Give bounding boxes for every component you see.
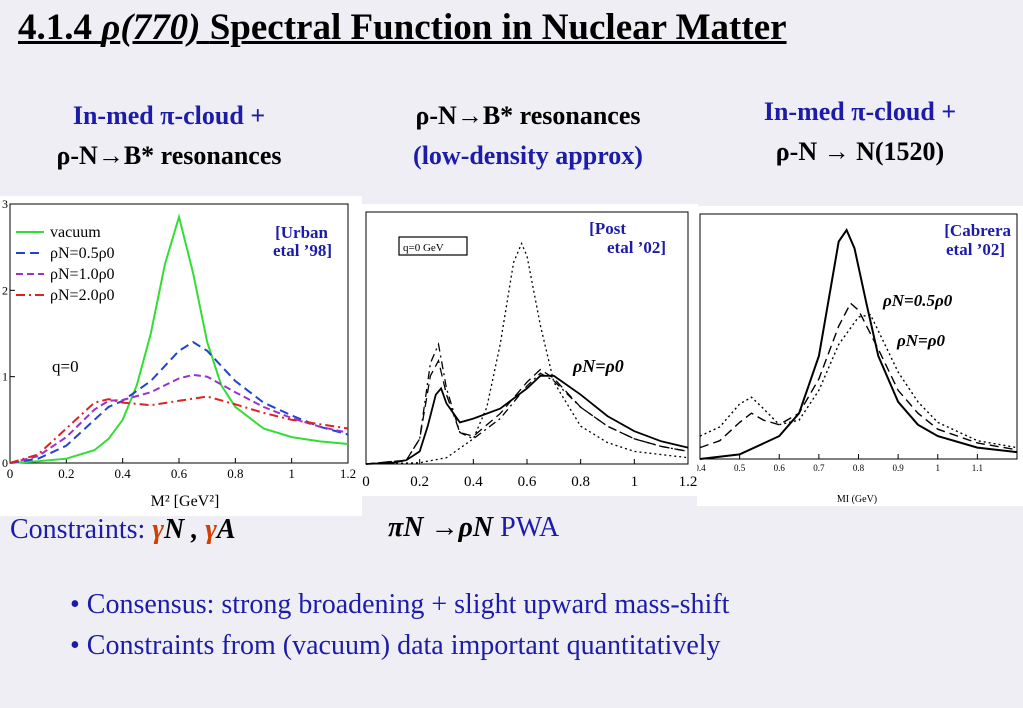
chart2-box-label: q=0 GeV: [403, 242, 444, 254]
constraints-a: A: [216, 514, 236, 545]
chart2-series-line: [365, 374, 689, 465]
chart1-xtick-label: 0.6: [171, 466, 188, 481]
chart1-xtick-label: 1.2: [340, 466, 356, 481]
header-left-line2: ρ-N→B* resonances: [56, 141, 282, 170]
header-left-line1: In-med π-cloud +: [72, 101, 266, 130]
header-middle-line1: ρ-N→B* resonances: [415, 101, 641, 130]
header-left: In-med π-cloud + ρ-N→B* resonances: [4, 96, 334, 176]
chart3-ref-line2: etal ’02]: [946, 240, 1005, 259]
chart3-xtick-label: 0.7: [813, 463, 825, 473]
chart1-ytick-label: 1: [2, 370, 8, 384]
chart2-xtick-label: 0.8: [571, 474, 590, 490]
chart1-xtick-label: 0.4: [115, 466, 132, 481]
bullet-item: • Constraints from (vacuum) data importa…: [70, 630, 721, 661]
pwa-reaction: πN →ρN: [388, 512, 494, 543]
chart2-ref-line2: etal ’02]: [607, 238, 666, 257]
chart3-xtick-label: 0.5: [734, 463, 746, 473]
chart2-xtick-label: 0.6: [518, 474, 537, 490]
chart3-xtick-label: 0.4: [697, 463, 706, 473]
chart3-annotation-2: ρN=ρ0: [896, 331, 945, 350]
pwa-label: PWA: [500, 512, 560, 543]
chart1-xlabel: M² [GeV²]: [151, 493, 220, 510]
chart1-series-line: [9, 213, 349, 464]
chart1-series-line: [9, 340, 349, 464]
chart3-xlabel: MI (GeV): [837, 494, 877, 505]
chart2-annotation: ρN=ρ0: [572, 356, 624, 376]
chart2-xtick-label: 0.2: [410, 474, 429, 490]
chart1-ytick-label: 3: [2, 197, 8, 211]
chart-urban: [Urban etal ’98] q=0 M² [GeV²] 0 0.2 0.4 0.…: [2, 197, 356, 510]
chart1-ytick-label: 0: [2, 456, 8, 470]
constraints-n: N: [164, 514, 185, 545]
pwa-line: πN →ρN PWA: [388, 512, 559, 544]
constraints-label: Constraints:: [10, 514, 146, 545]
header-middle-line2: (low-density approx): [413, 141, 643, 170]
chart1-series-line: [9, 395, 349, 464]
bullet-list: • Consensus: strong broadening + slight …: [70, 584, 729, 666]
title-number: 4.1.4: [18, 7, 92, 48]
header-right-line1: In-med π-cloud +: [763, 97, 957, 126]
chart-panel-post: q=0 GeV [Post etal ’02] ρN=ρ0 0 0.2 0.4 0.6…: [358, 204, 698, 496]
chart2-series-line: [365, 358, 689, 465]
header-middle: ρ-N→B* resonances (low-density approx): [358, 96, 698, 176]
chart3-series-line: [699, 302, 1018, 451]
chart1-xtick-label: 0.2: [58, 466, 74, 481]
chart2-xtick-label: 1: [631, 474, 639, 490]
constraints-line: Constraints: γN , γA: [10, 514, 236, 546]
chart2-xtick-label: 0: [362, 474, 370, 490]
chart-post: q=0 GeV [Post etal ’02] ρN=ρ0 0 0.2 0.4 0.6…: [362, 211, 698, 490]
chart1-legend-label: ρN=2.0ρ0: [50, 287, 115, 304]
chart2-series-line: [365, 241, 689, 465]
chart1-ytick-label: 2: [2, 283, 8, 297]
chart3-xtick-label: 0.8: [853, 463, 865, 473]
header-right-line2: ρ-N → N(1520): [775, 137, 945, 166]
constraints-gamma1: γ: [152, 514, 164, 545]
chart1-legend-label: ρN=0.5ρ0: [50, 245, 115, 262]
chart3-series-line: [699, 313, 1018, 449]
bullet-item: • Consensus: strong broadening + slight …: [70, 589, 730, 620]
chart2-xtick-label: 0.4: [464, 474, 483, 490]
chart3-xtick-label: 1: [936, 463, 941, 473]
constraints-gamma2: γ: [205, 514, 217, 545]
chart2-box: [398, 236, 468, 256]
chart3-annotation-1: ρN=0.5ρ0: [882, 291, 953, 310]
chart3-xtick-label: 0.9: [893, 463, 905, 473]
chart3-series-line: [699, 227, 1018, 460]
chart1-ref-line1: [Urban: [275, 223, 328, 242]
chart1-legend-label: ρN=1.0ρ0: [50, 266, 115, 283]
chart2-series-line: [365, 342, 689, 465]
title-mass: (770): [120, 7, 201, 48]
constraints-sep: ,: [184, 514, 206, 545]
chart1-ref-line2: etal ’98]: [273, 241, 332, 260]
header-right: In-med π-cloud + ρ-N → N(1520): [700, 92, 1020, 172]
chart3-xtick-label: 0.6: [774, 463, 786, 473]
chart3-ref-line1: [Cabrera: [944, 221, 1011, 240]
chart-cabrera: [Cabrera etal ’02] ρN=0.5ρ0 ρN=ρ0 MI (Ge…: [694, 213, 1018, 505]
chart1-xtick-label: 0: [7, 466, 14, 481]
chart1-annotation: q=0: [52, 357, 79, 376]
chart1-xtick-label: 1: [288, 466, 295, 481]
chart3-xtick-label: 1.1: [972, 463, 983, 473]
chart2-xtick-label: 1.2: [679, 474, 698, 490]
chart1-xtick-label: 0.8: [227, 466, 243, 481]
title-rho: ρ: [101, 7, 121, 48]
chart1-series-line: [9, 373, 349, 464]
title-text: Spectral Function in Nuclear Matter: [209, 7, 787, 48]
page-title: 4.1.4 ρ(770) Spectral Function in Nuclea…: [18, 6, 787, 49]
chart1-legend-label: vacuum: [50, 224, 101, 241]
chart-panel-urban: [Urban etal ’98] q=0 M² [GeV²] 0 0.2 0.4 0.…: [0, 196, 362, 516]
chart-panel-cabrera: [Cabrera etal ’02] ρN=0.5ρ0 ρN=ρ0 MI (Ge…: [694, 206, 1023, 506]
chart2-ref-line1: [Post: [589, 219, 626, 238]
